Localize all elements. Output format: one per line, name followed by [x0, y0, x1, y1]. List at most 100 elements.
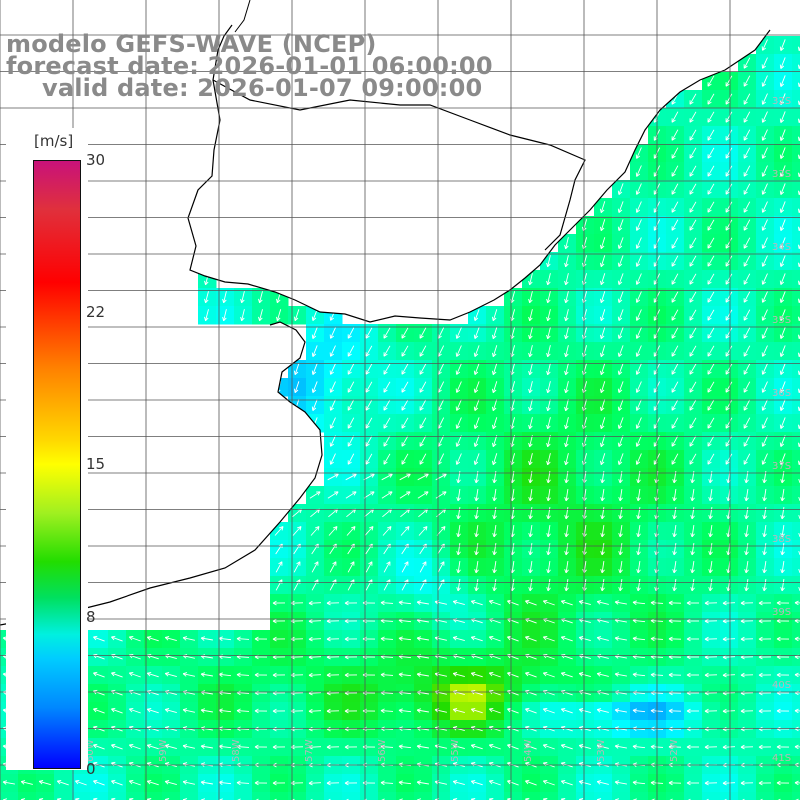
wind-arrow	[689, 237, 697, 249]
wind-arrow	[363, 491, 375, 499]
wind-cell	[486, 792, 505, 800]
wind-cell	[792, 198, 800, 217]
wind-arrow	[743, 327, 751, 339]
wind-arrow	[707, 273, 715, 285]
wind-arrow	[452, 672, 465, 678]
wind-arrow	[744, 489, 749, 502]
wind-cell	[234, 792, 253, 800]
wind-arrow	[689, 183, 697, 195]
wind-arrow	[542, 635, 555, 642]
wind-arrow	[528, 399, 533, 412]
wind-arrow	[383, 381, 391, 393]
lat-label: 37S	[772, 461, 791, 472]
wind-arrow	[779, 273, 786, 285]
wind-arrow	[546, 489, 551, 502]
wind-cell	[792, 558, 800, 577]
wind-arrow	[293, 363, 300, 376]
wind-arrow	[528, 435, 533, 448]
wind-arrow	[690, 561, 695, 574]
wind-arrow	[365, 435, 373, 447]
wind-arrow	[707, 183, 715, 195]
colorbar-unit: [m/s]	[34, 132, 74, 150]
wind-arrow	[218, 672, 232, 677]
wind-arrow	[761, 75, 768, 87]
wind-arrow	[671, 327, 679, 339]
wind-arrow	[326, 600, 340, 606]
colorbar-tick-0: 0	[86, 760, 96, 778]
wind-arrow	[672, 489, 677, 502]
wind-cell	[792, 54, 800, 73]
wind-arrow	[708, 525, 713, 538]
wind-arrow	[600, 507, 605, 520]
wind-arrow	[381, 491, 393, 499]
wind-arrow	[690, 489, 695, 502]
wind-arrow	[491, 345, 498, 358]
wind-arrow	[780, 525, 785, 538]
wind-arrow	[401, 399, 409, 411]
wind-arrow	[690, 525, 695, 538]
wind-arrow	[617, 345, 624, 357]
wind-arrow	[470, 599, 483, 606]
wind-arrow	[690, 543, 695, 556]
wind-arrow	[455, 327, 462, 339]
wind-arrow	[600, 525, 605, 538]
wind-arrow	[779, 93, 786, 105]
wind-arrow	[419, 579, 427, 591]
wind-arrow	[272, 618, 286, 624]
wind-arrow	[725, 165, 733, 177]
wind-arrow	[474, 579, 479, 592]
wind-arrow	[704, 672, 718, 678]
wind-arrow	[672, 561, 677, 574]
wind-arrow	[725, 237, 733, 249]
wind-arrow	[632, 636, 646, 641]
wind-arrow	[758, 618, 772, 624]
wind-arrow	[635, 165, 642, 177]
wind-arrow	[671, 147, 679, 159]
wind-arrow	[761, 255, 768, 267]
wind-arrow	[311, 399, 318, 411]
wind-arrow	[456, 561, 461, 574]
wind-arrow	[329, 561, 337, 573]
wind-arrow	[636, 543, 641, 556]
wind-arrow	[596, 672, 609, 677]
wind-arrow	[560, 635, 573, 642]
wind-arrow	[380, 708, 394, 714]
wind-arrow	[671, 417, 679, 429]
wind-arrow	[689, 381, 697, 393]
wind-arrow	[401, 579, 409, 591]
wind-arrow	[578, 636, 591, 642]
wind-cell	[792, 144, 800, 163]
wind-arrow	[365, 345, 373, 357]
wind-cell	[36, 792, 55, 800]
wind-arrow	[347, 327, 355, 339]
wind-arrow	[596, 600, 609, 605]
wind-arrow	[779, 129, 786, 141]
wind-arrow	[326, 672, 340, 678]
wind-cell	[792, 36, 800, 55]
wind-arrow	[401, 435, 409, 447]
wind-arrow	[707, 93, 715, 105]
wind-arrow	[762, 507, 767, 520]
wind-arrow	[419, 363, 427, 375]
wind-arrow	[617, 399, 624, 411]
wind-arrow	[398, 708, 412, 713]
wind-arrow	[743, 237, 751, 249]
wind-arrow	[635, 219, 642, 231]
wind-arrow	[364, 526, 374, 536]
wind-arrow	[292, 526, 302, 536]
wind-arrow	[686, 618, 699, 624]
wind-arrow	[725, 201, 733, 213]
wind-arrow	[671, 453, 679, 465]
wind-arrow	[564, 399, 569, 412]
wind-arrow	[492, 489, 497, 502]
wind-arrow	[671, 381, 679, 393]
wind-arrow	[525, 635, 537, 642]
wind-arrow	[779, 309, 786, 321]
wind-arrow	[725, 345, 733, 357]
wind-arrow	[779, 291, 786, 303]
wind-arrow	[618, 507, 623, 520]
wind-arrow	[761, 417, 768, 429]
lat-label: 32S	[772, 96, 791, 107]
wind-arrow	[417, 473, 429, 481]
wind-arrow	[564, 345, 569, 358]
